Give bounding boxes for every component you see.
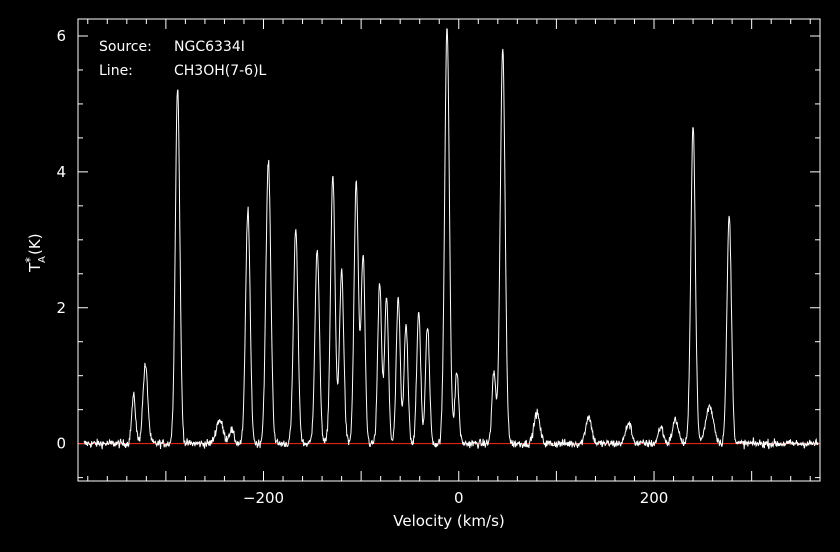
source-value: NGC6334I	[174, 39, 245, 55]
y-axis-ticks: 0 2 4 6	[56, 27, 820, 479]
line-label: Line:	[99, 63, 133, 79]
y-tick-label: 2	[56, 299, 66, 317]
x-axis-label: Velocity (km/s)	[393, 512, 504, 530]
x-tick-label: 200	[640, 489, 669, 507]
line-value: CH3OH(7-6)L	[174, 63, 267, 79]
spectrum-line	[83, 28, 819, 450]
x-axis-ticks: −200 0 200	[87, 19, 811, 507]
plot-frame	[77, 18, 821, 482]
y-axis-label-sub: A	[37, 256, 48, 263]
y-axis-label-unit: (K)	[26, 233, 44, 255]
y-axis-label: T * A (K)	[23, 233, 48, 273]
x-tick-label: 0	[454, 489, 464, 507]
y-tick-label: 0	[56, 435, 66, 453]
y-tick-label: 4	[56, 163, 66, 181]
source-label: Source:	[99, 39, 152, 55]
y-tick-label: 6	[56, 27, 66, 45]
y-axis-label-main: T	[26, 262, 44, 273]
x-tick-label: −200	[243, 489, 284, 507]
y-axis-label-sup: *	[23, 257, 37, 263]
